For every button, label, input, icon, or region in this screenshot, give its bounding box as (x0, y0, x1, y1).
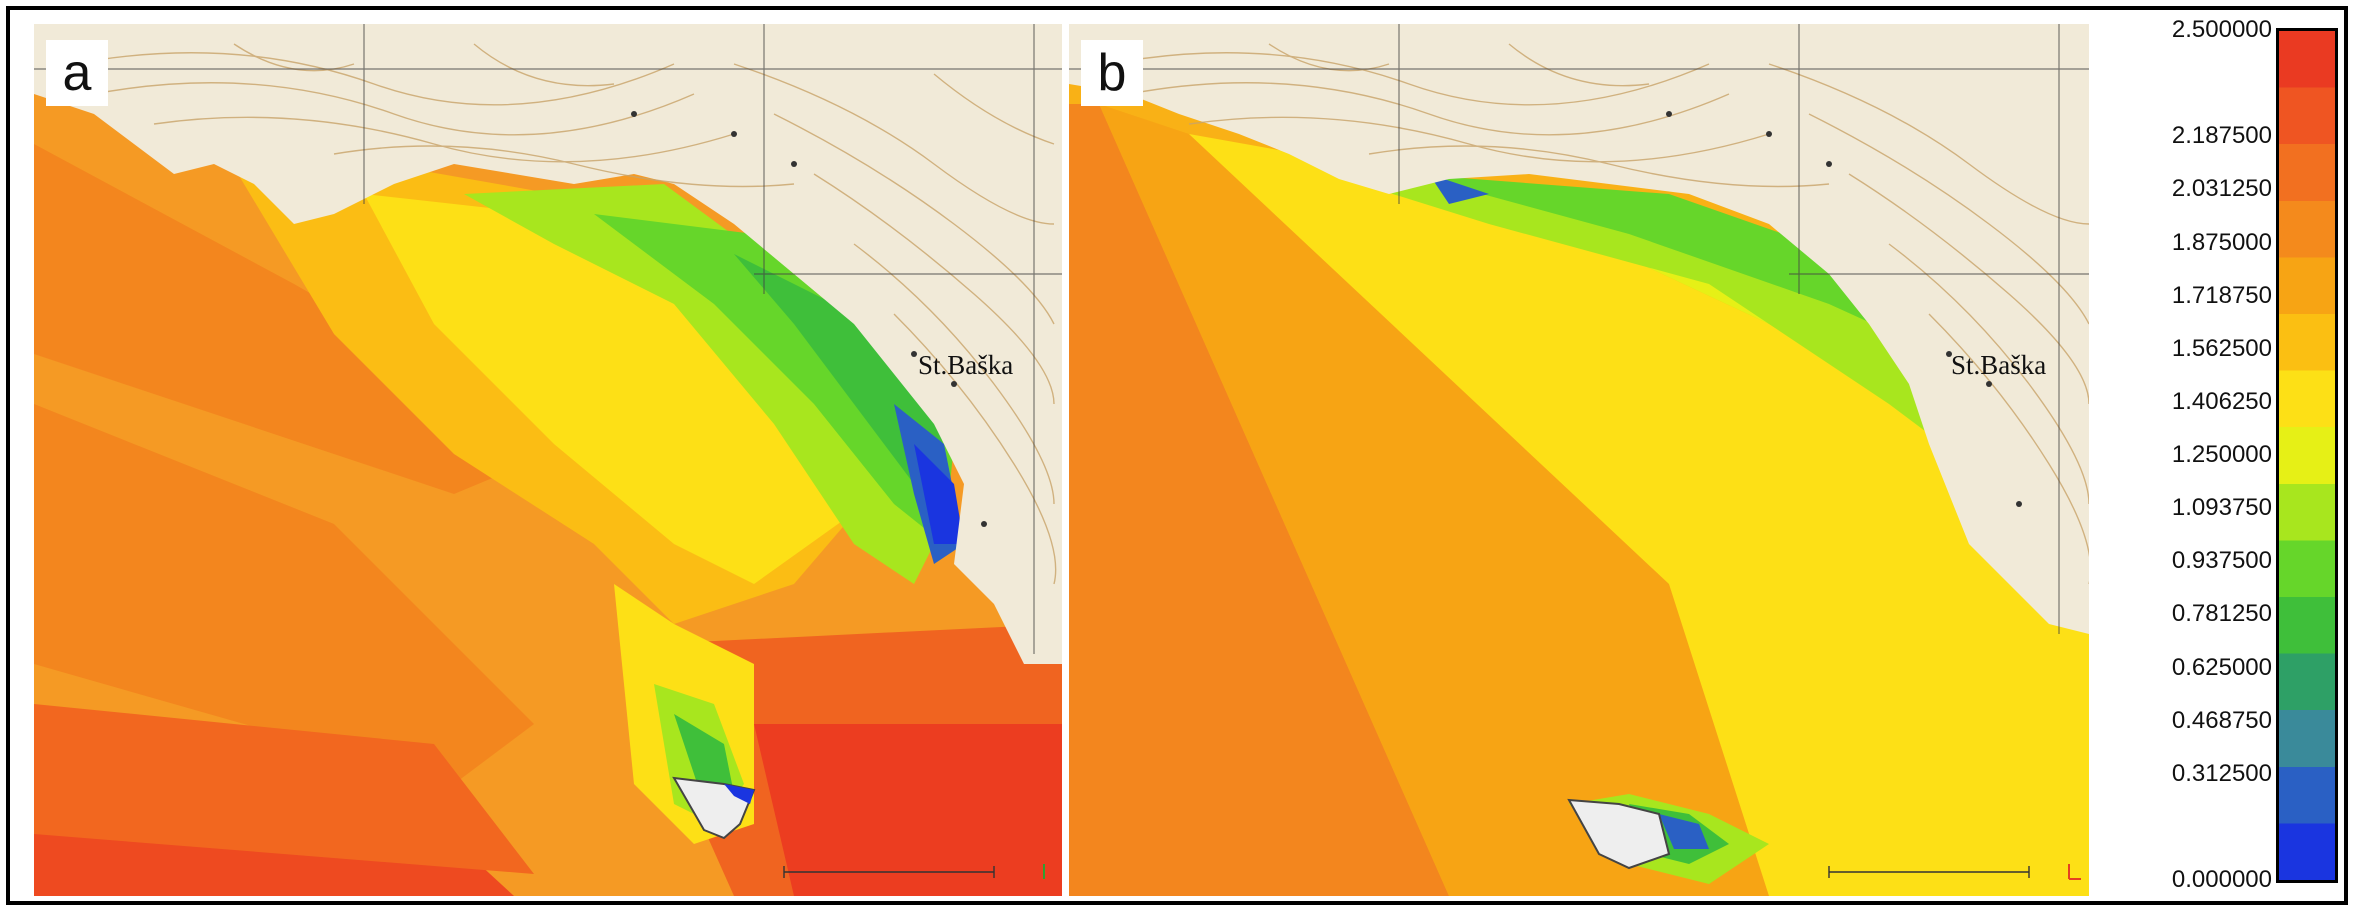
map-panel-a: a St.Baška (34, 24, 1062, 896)
colorbar-tick: 0.312500 (2171, 759, 2272, 787)
colorbar-tick: 0.625000 (2171, 653, 2272, 681)
colorbar-tick: 0.468750 (2171, 706, 2272, 734)
panel-label-b: b (1081, 40, 1143, 106)
colorbar-tick: 0.000000 (2171, 866, 2272, 893)
map-panel-b: b St.Baška (1069, 24, 2089, 896)
colorbar-tick: 1.875000 (2171, 228, 2272, 256)
colorbar-ticks: 2.500000 2.187500 2.031250 1.875000 1.71… (2122, 0, 2272, 917)
colorbar-tick: 1.718750 (2171, 281, 2272, 309)
colorbar (2276, 28, 2338, 883)
colorbar-tick: 2.187500 (2171, 122, 2272, 150)
colorbar-tick: 1.406250 (2171, 387, 2272, 415)
colorbar-tick: 1.250000 (2171, 441, 2272, 468)
wave-height-map-b (1069, 24, 2089, 896)
colorbar-tick: 1.562500 (2171, 334, 2272, 362)
colorbar-tick: 0.781250 (2171, 600, 2272, 628)
colorbar-tick: 1.093750 (2171, 494, 2272, 522)
panel-label-a: a (46, 40, 108, 106)
island-shape (1567, 798, 1671, 870)
town-label-a: St.Baška (918, 350, 1014, 380)
colorbar-tick: 0.937500 (2171, 547, 2272, 575)
town-label-b: St.Baška (1951, 350, 2047, 380)
colorbar-tick: 2.500000 (2171, 16, 2272, 43)
colorbar-tick: 2.031250 (2171, 175, 2272, 203)
wave-height-map-a (34, 24, 1062, 896)
